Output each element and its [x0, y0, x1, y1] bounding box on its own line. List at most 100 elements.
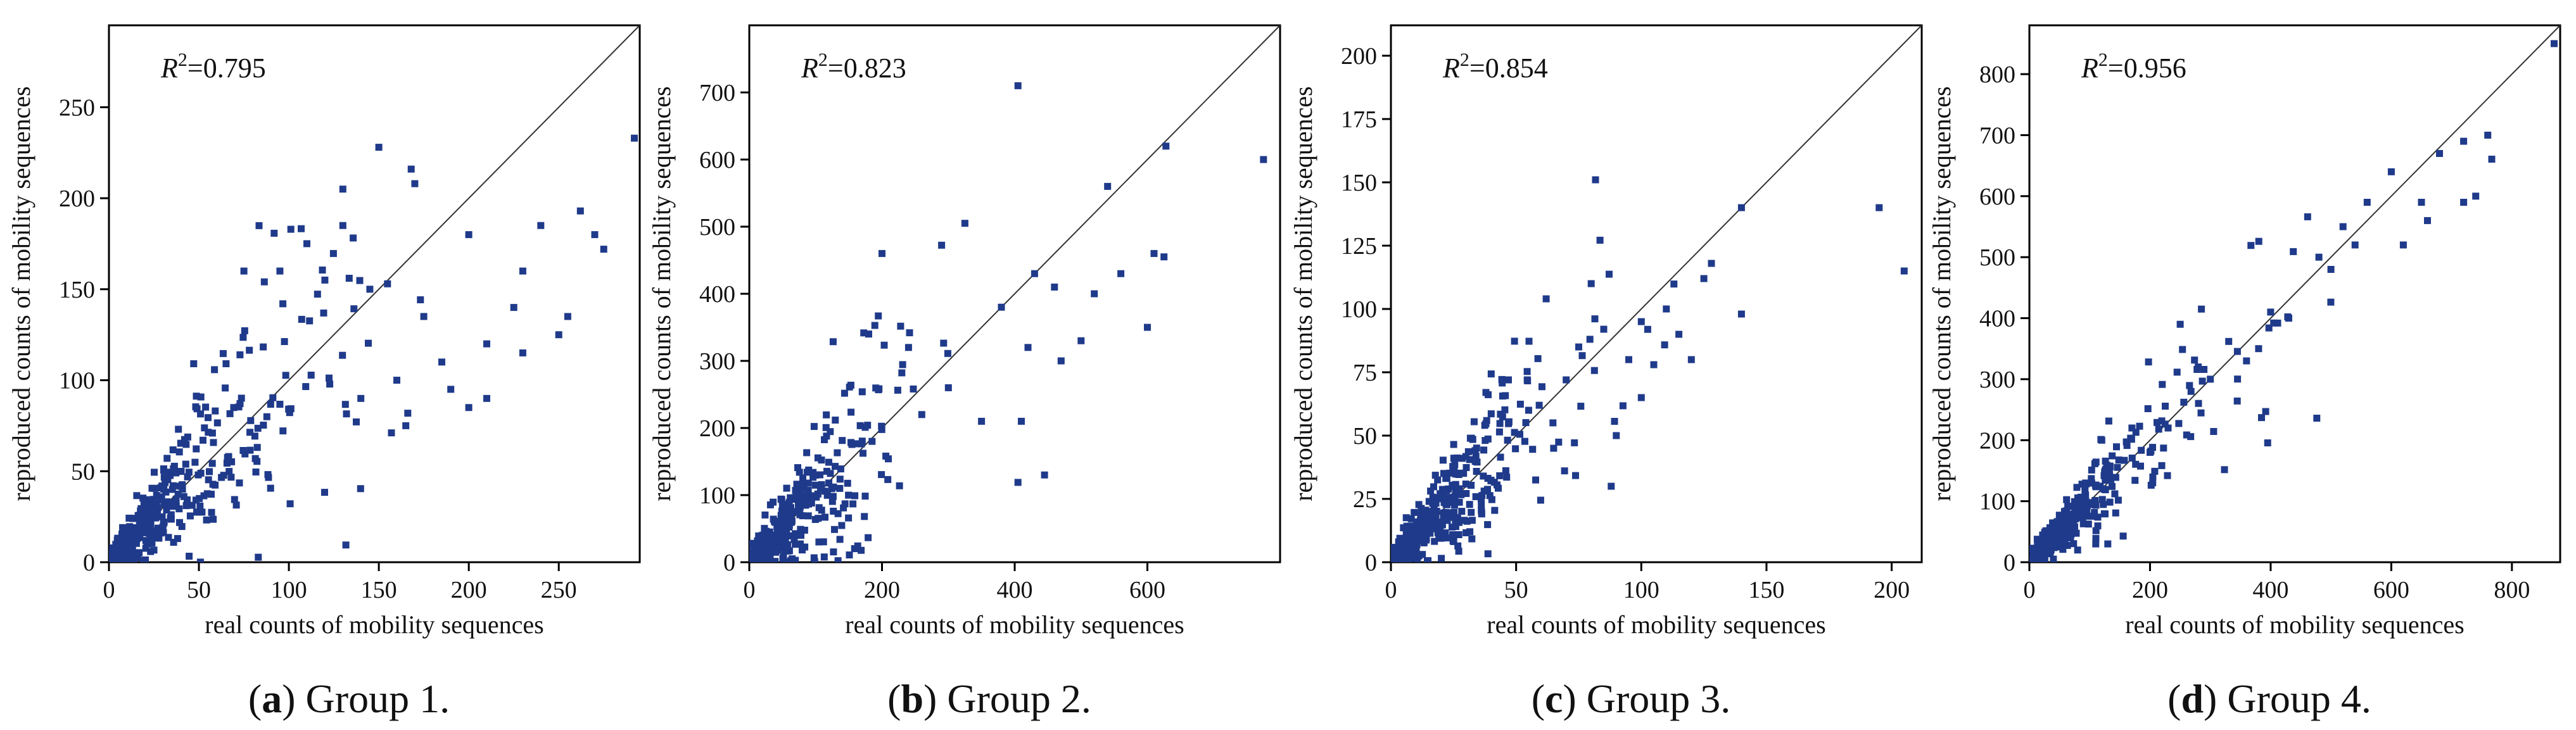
data-point	[2158, 462, 2166, 469]
data-point	[894, 386, 901, 394]
data-point	[2315, 253, 2323, 261]
data-point	[2039, 553, 2046, 560]
r-symbol: R	[2081, 53, 2098, 84]
data-point	[128, 525, 136, 532]
data-point	[143, 529, 150, 536]
data-point	[167, 472, 174, 479]
data-point	[152, 514, 160, 522]
data-point	[210, 515, 217, 523]
data-point	[205, 429, 212, 436]
data-point	[345, 275, 353, 282]
data-point	[123, 527, 130, 535]
data-point	[785, 498, 793, 506]
data-point	[388, 429, 395, 437]
data-point	[1456, 519, 1463, 526]
data-point	[251, 432, 258, 440]
data-point	[191, 458, 199, 466]
x-tick-label: 400	[2252, 577, 2288, 603]
data-point	[320, 309, 327, 317]
data-point	[2147, 447, 2155, 455]
data-point	[851, 440, 859, 448]
data-point	[2399, 241, 2407, 249]
data-point	[197, 393, 205, 401]
data-point	[2123, 442, 2131, 450]
data-point	[821, 488, 828, 495]
data-point	[2460, 199, 2468, 206]
y-tick-label: 0	[2003, 550, 2015, 576]
data-point	[2363, 199, 2371, 206]
data-point	[1687, 356, 1695, 363]
plot-frame	[108, 24, 641, 563]
data-point	[792, 487, 799, 494]
data-point	[182, 460, 189, 468]
chart-panel-d: 0 200 400 600 800 0 100 200 300 400 500 600 700 800 re…	[1927, 24, 2561, 721]
data-point	[2255, 237, 2262, 245]
data-point	[910, 385, 917, 393]
data-point	[137, 518, 144, 525]
data-point	[1471, 458, 1479, 465]
data-point	[2112, 474, 2119, 481]
data-point	[2255, 345, 2262, 353]
data-point	[2074, 494, 2081, 501]
data-point	[326, 374, 333, 382]
data-point	[1400, 546, 1407, 554]
panel-caption: (a) Group 1.	[248, 676, 450, 721]
data-point	[797, 525, 804, 533]
data-point	[2313, 415, 2321, 422]
data-point	[1418, 505, 1425, 512]
data-point	[1482, 389, 1490, 396]
data-point	[219, 349, 227, 357]
data-point	[1539, 383, 1545, 391]
data-point	[845, 514, 853, 522]
data-point	[133, 524, 140, 531]
x-tick-label: 0	[744, 577, 756, 603]
data-point	[2154, 418, 2160, 426]
data-point	[1416, 517, 1424, 524]
x-tick-label: 150	[361, 577, 397, 603]
data-point	[145, 524, 153, 531]
data-point	[2048, 541, 2055, 548]
data-point	[1505, 418, 1513, 425]
data-point	[918, 411, 925, 418]
data-point	[576, 207, 584, 215]
data-point	[782, 535, 789, 543]
data-point	[2088, 475, 2095, 482]
data-point	[169, 503, 177, 510]
data-point	[208, 491, 215, 498]
data-point	[1522, 419, 1530, 426]
data-point	[1482, 437, 1489, 444]
data-point	[2265, 324, 2273, 332]
data-point	[793, 481, 801, 488]
y-tick-label: 300	[1979, 367, 2015, 393]
r-squared-value: =0.956	[2108, 53, 2186, 84]
data-point	[2149, 473, 2157, 481]
data-point	[193, 445, 200, 453]
data-point	[836, 536, 844, 543]
data-point	[1443, 474, 1450, 482]
data-point	[339, 222, 346, 229]
data-point	[944, 349, 951, 357]
data-point	[2077, 502, 2084, 510]
data-point	[1440, 512, 1447, 520]
data-point	[210, 439, 217, 446]
data-point	[1411, 526, 1418, 534]
data-point	[2114, 496, 2122, 504]
data-point	[2488, 155, 2496, 163]
data-point	[184, 496, 191, 503]
data-point	[1637, 318, 1645, 325]
data-point	[231, 496, 238, 503]
data-point	[631, 134, 638, 142]
data-point	[510, 304, 517, 312]
data-point	[2091, 512, 2098, 520]
data-point	[790, 536, 798, 543]
data-point	[2187, 433, 2195, 441]
data-point	[465, 404, 473, 412]
data-point	[1675, 330, 1683, 338]
data-point	[342, 541, 350, 549]
data-point	[1587, 280, 1595, 287]
data-point	[1051, 283, 1058, 291]
data-point	[193, 508, 201, 516]
data-point	[766, 501, 774, 508]
data-point	[2073, 484, 2081, 491]
data-point	[841, 389, 848, 397]
